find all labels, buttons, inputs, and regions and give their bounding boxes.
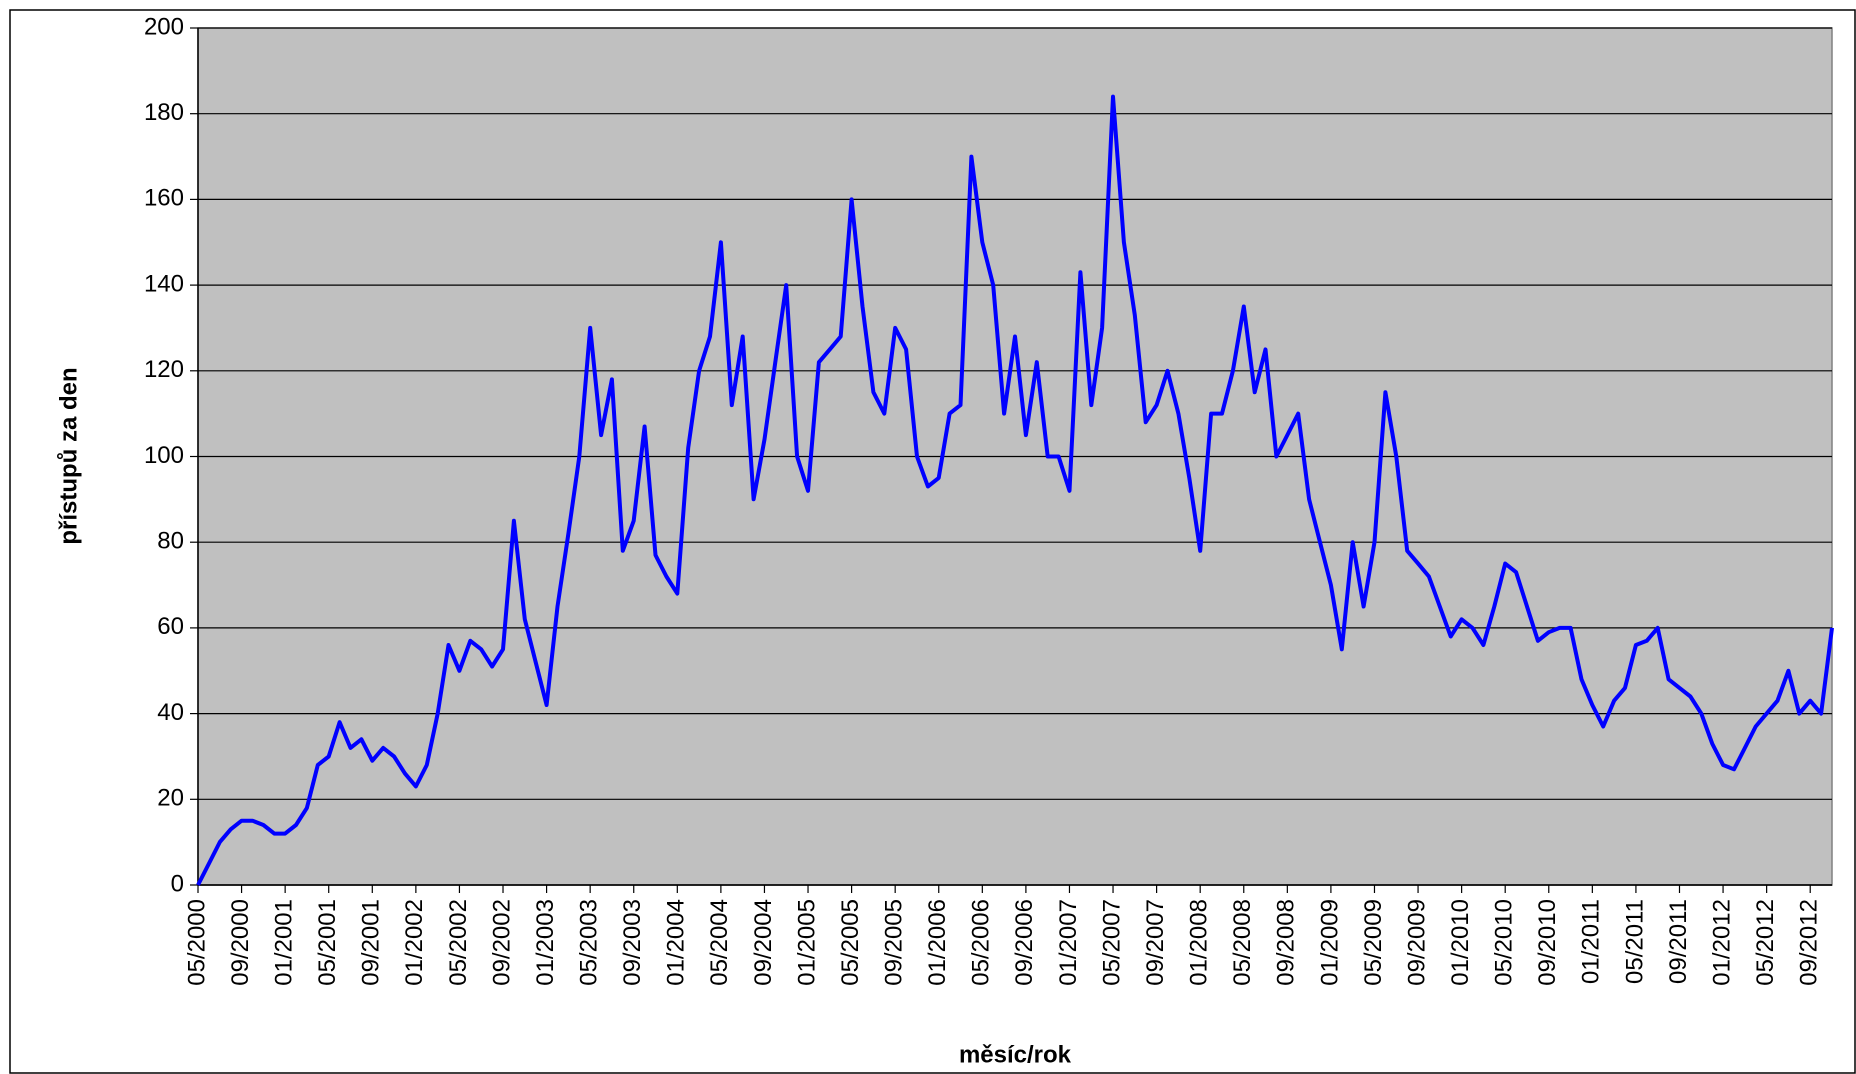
- x-tick-label: 09/2006: [1011, 899, 1038, 986]
- x-tick-label: 01/2006: [924, 899, 951, 986]
- x-tick-label: 05/2007: [1098, 899, 1125, 986]
- x-tick-label: 01/2003: [532, 899, 559, 986]
- x-tick-label: 09/2009: [1403, 899, 1430, 986]
- y-tick-label: 60: [157, 613, 184, 640]
- x-tick-label: 05/2006: [968, 899, 995, 986]
- x-tick-label: 05/2009: [1360, 899, 1387, 986]
- x-tick-label: 01/2010: [1447, 899, 1474, 986]
- y-tick-label: 20: [157, 785, 184, 812]
- x-tick-label: 05/2000: [183, 899, 210, 986]
- y-tick-label: 0: [171, 870, 184, 897]
- y-tick-label: 160: [144, 185, 184, 212]
- x-tick-label: 09/2001: [358, 899, 385, 986]
- x-tick-label: 09/2010: [1534, 899, 1561, 986]
- x-tick-label: 01/2004: [663, 899, 690, 986]
- y-axis-title: přístupů za den: [55, 367, 82, 544]
- y-tick-label: 100: [144, 442, 184, 469]
- x-tick-label: 09/2005: [881, 899, 908, 986]
- x-tick-label: 01/2001: [270, 899, 297, 986]
- x-tick-label: 05/2001: [314, 899, 341, 986]
- x-tick-label: 01/2012: [1708, 899, 1735, 986]
- x-tick-label: 09/2007: [1142, 899, 1169, 986]
- x-tick-label: 09/2008: [1273, 899, 1300, 986]
- x-tick-label: 05/2010: [1491, 899, 1518, 986]
- y-tick-label: 80: [157, 528, 184, 555]
- y-tick-label: 40: [157, 699, 184, 726]
- x-tick-label: 09/2002: [488, 899, 515, 986]
- y-tick-label: 180: [144, 99, 184, 126]
- x-axis-title: měsíc/rok: [959, 1041, 1072, 1068]
- x-tick-label: 05/2002: [445, 899, 472, 986]
- x-tick-label: 05/2011: [1621, 899, 1648, 984]
- x-tick-label: 01/2008: [1186, 899, 1213, 986]
- x-tick-label: 01/2002: [401, 899, 428, 986]
- x-tick-label: 05/2004: [706, 899, 733, 986]
- x-tick-label: 09/2004: [750, 899, 777, 986]
- x-tick-label: 05/2005: [837, 899, 864, 986]
- x-tick-label: 05/2012: [1752, 899, 1779, 986]
- data-line: [196, 94, 1834, 886]
- x-tick-label: 05/2003: [576, 899, 603, 986]
- y-tick-label: 120: [144, 356, 184, 383]
- x-tick-label: 09/2000: [227, 899, 254, 986]
- x-tick-label: 01/2005: [793, 899, 820, 986]
- x-tick-label: 01/2009: [1316, 899, 1343, 986]
- x-tick-label: 01/2011: [1578, 899, 1605, 984]
- y-tick-label: 140: [144, 270, 184, 297]
- x-tick-label: 09/2003: [619, 899, 646, 986]
- x-tick-label: 05/2008: [1229, 899, 1256, 986]
- x-tick-label: 01/2007: [1055, 899, 1082, 986]
- x-tick-label: 09/2012: [1796, 899, 1823, 986]
- x-tick-label: 09/2011: [1665, 899, 1692, 984]
- y-tick-label: 200: [144, 13, 184, 40]
